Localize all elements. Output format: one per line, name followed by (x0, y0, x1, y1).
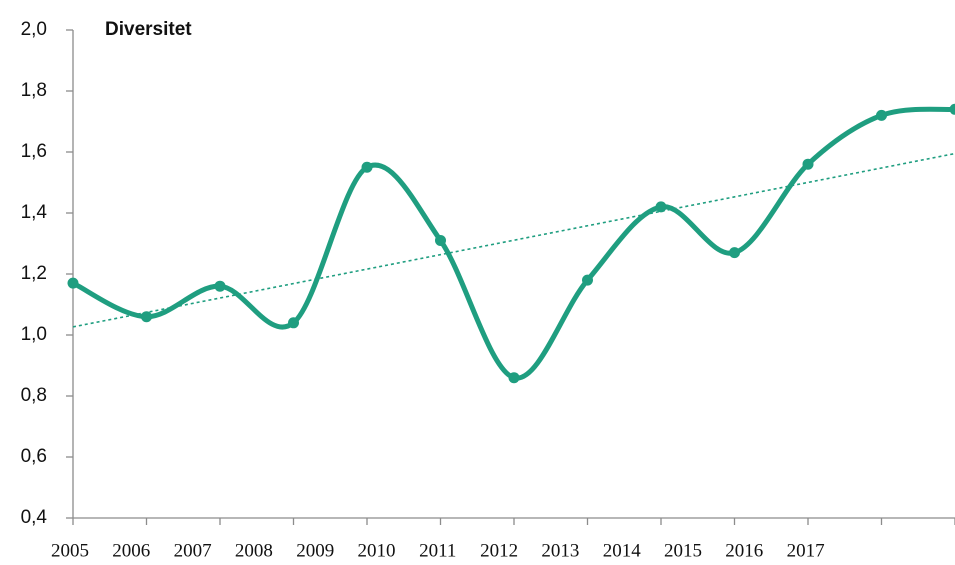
x-tick-label: 2007 (174, 540, 212, 561)
y-tick-label: 1,2 (21, 263, 47, 284)
point (876, 109, 887, 121)
x-tick-label: 2012 (480, 540, 518, 561)
y-tick-label: 1,4 (21, 202, 48, 223)
y-tick-label: 0,4 (21, 507, 48, 528)
point (214, 280, 226, 292)
y-tick-label: 0,6 (21, 446, 47, 467)
y-tick-label: 1,6 (21, 141, 47, 162)
point (67, 277, 79, 289)
x-tick-label: 2008 (235, 540, 273, 561)
x-tick-label: 2006 (112, 540, 150, 561)
y-tick-label: 0,8 (21, 385, 47, 406)
x-tick-label: 2016 (725, 540, 763, 561)
x-tick-label: 2005 (51, 540, 89, 561)
point (435, 234, 446, 246)
x-tick-label: 2013 (541, 540, 579, 561)
line (71, 106, 955, 381)
trendline (72, 152, 955, 328)
point (802, 158, 814, 170)
point (288, 317, 299, 329)
point (949, 103, 955, 115)
y-tick-label: 1,8 (21, 80, 47, 101)
point (141, 311, 152, 323)
x-tick-label: 2010 (358, 540, 396, 561)
point (729, 247, 740, 259)
y-tick-label: 2,0 (21, 19, 47, 40)
x-tick-label: 2017 (787, 540, 825, 561)
x-tick-label: 2011 (419, 540, 456, 561)
point (361, 161, 373, 173)
x-tick-label: 2015 (664, 540, 702, 561)
y-tick-label: 1,0 (21, 324, 47, 345)
point (582, 274, 593, 286)
x-tick-label: 2009 (296, 540, 334, 561)
x-tick-label: 2014 (603, 540, 642, 561)
chart-title: Diversitet (105, 19, 192, 40)
point (508, 372, 520, 384)
point (655, 201, 667, 213)
